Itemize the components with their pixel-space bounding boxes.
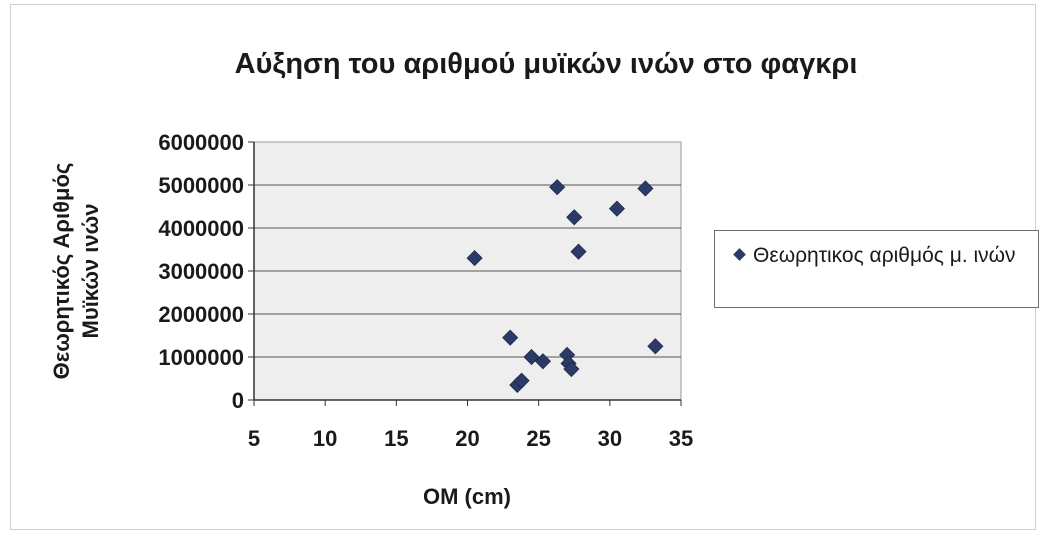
legend-marker-diamond-icon [733, 248, 746, 261]
x-tick-label: 25 [526, 426, 550, 451]
y-tick-label: 3000000 [158, 259, 244, 284]
x-tick-labels: 5 10 15 20 25 30 35 [248, 426, 693, 451]
y-tick-label: 4000000 [158, 216, 244, 241]
y-axis-label-line-1: Θεωρητικός Αριθμός [49, 163, 74, 380]
x-tick-label: 15 [384, 426, 408, 451]
data-point-diamond [570, 243, 587, 260]
x-tick-label: 5 [248, 426, 260, 451]
data-point-diamond [647, 338, 664, 355]
y-tick-label: 2000000 [158, 302, 244, 327]
data-point-diamond [549, 179, 566, 196]
data-points [466, 179, 664, 394]
data-point-diamond [608, 200, 626, 217]
data-point-diamond [637, 180, 654, 197]
x-tick-label: 10 [313, 426, 337, 451]
y-axis-label: Θεωρητικός Αριθμός Μυϊκών ινών [49, 163, 103, 380]
data-point-diamond [502, 329, 519, 346]
y-tick-label: 6000000 [158, 130, 244, 155]
y-tick-labels: 0 1000000 2000000 3000000 4000000 5000000 6000… [158, 130, 244, 413]
y-tick-label: 0 [232, 388, 244, 413]
data-point-diamond [563, 360, 580, 378]
data-point-diamond [534, 353, 552, 370]
x-tick-label: 30 [598, 426, 622, 451]
axes [248, 141, 682, 406]
y-tick-label: 1000000 [158, 345, 244, 370]
data-point-diamond [513, 372, 530, 389]
gridlines [254, 184, 681, 358]
data-point-diamond [523, 348, 540, 366]
y-tick-label: 5000000 [158, 173, 244, 198]
legend: Θεωρητικος αριθμός μ. ινών [714, 230, 1039, 308]
x-axis-label: ΟΜ (cm) [423, 484, 511, 509]
scatter-chart: Αύξηση του αριθμού μυϊκών ινών στο φαγκρ… [49, 48, 858, 509]
data-point-diamond [566, 209, 583, 226]
data-point-diamond [466, 250, 483, 267]
x-tick-label: 35 [669, 426, 693, 451]
y-axis-label-line-2: Μυϊκών ινών [78, 204, 103, 339]
x-tick-label: 20 [455, 426, 479, 451]
legend-label: Θεωρητικος αριθμός μ. ινών [753, 244, 1016, 267]
chart-title: Αύξηση του αριθμού μυϊκών ινών στο φαγκρ… [235, 48, 858, 80]
